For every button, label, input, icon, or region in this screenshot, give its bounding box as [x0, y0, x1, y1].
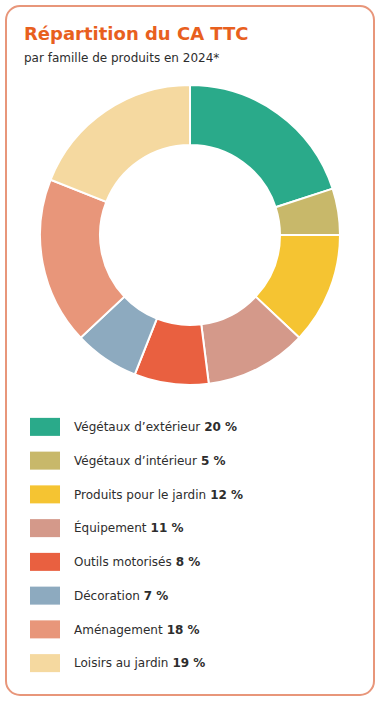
legend-swatch: [30, 553, 60, 571]
legend-label: Aménagement 18 %: [74, 623, 200, 637]
legend-swatch: [30, 418, 60, 436]
legend-value: 8 %: [176, 555, 201, 569]
subtitle: par famille de produits en 2024*: [24, 51, 219, 65]
legend-swatch: [30, 485, 60, 503]
legend-category: Végétaux d’intérieur: [74, 454, 197, 468]
slice: [40, 180, 124, 338]
legend-category: Loisirs au jardin: [74, 656, 168, 670]
legend-label: Décoration 7 %: [74, 589, 168, 603]
legend-label: Loisirs au jardin 19 %: [74, 656, 205, 670]
legend-label: Équipement 11 %: [74, 520, 183, 535]
legend-label: Végétaux d’intérieur 5 %: [74, 454, 225, 468]
title: Répartition du CA TTC: [24, 23, 249, 44]
legend: Végétaux d’extérieur 20 % Végétaux d’intér…: [30, 418, 243, 672]
slice: [276, 189, 340, 235]
legend-value: 7 %: [144, 589, 169, 603]
legend-category: Aménagement: [74, 623, 163, 637]
legend-entry: Décoration 7 %: [30, 587, 168, 605]
legend-label: Outils motorisés 8 %: [74, 555, 200, 569]
legend-value: 20 %: [204, 420, 237, 434]
slice: [190, 85, 333, 207]
donut: [40, 85, 340, 385]
legend-entry: Aménagement 18 %: [30, 620, 200, 638]
legend-entry: Équipement 11 %: [30, 519, 183, 537]
legend-entry: Outils motorisés 8 %: [30, 553, 200, 571]
legend-label: Produits pour le jardin 12 %: [74, 488, 243, 502]
chart: Répartition du CA TTC par famille de prod…: [0, 0, 380, 701]
legend-value: 11 %: [151, 521, 184, 535]
legend-swatch: [30, 620, 60, 638]
slice: [51, 85, 190, 202]
legend-value: 5 %: [201, 454, 226, 468]
legend-value: 18 %: [167, 623, 200, 637]
legend-swatch: [30, 587, 60, 605]
legend-category: Outils motorisés: [74, 555, 172, 569]
legend-entry: Végétaux d’extérieur 20 %: [30, 418, 237, 436]
legend-entry: Produits pour le jardin 12 %: [30, 485, 243, 503]
legend-category: Végétaux d’extérieur: [74, 420, 200, 434]
legend-category: Décoration: [74, 589, 140, 603]
legend-category: Produits pour le jardin: [74, 488, 206, 502]
legend-value: 19 %: [172, 656, 205, 670]
border: [6, 6, 374, 695]
legend-entry: Loisirs au jardin 19 %: [30, 654, 205, 672]
legend-category: Équipement: [74, 520, 147, 535]
legend-swatch: [30, 519, 60, 537]
legend-swatch: [30, 452, 60, 470]
slice: [201, 297, 299, 384]
legend-entry: Végétaux d’intérieur 5 %: [30, 452, 225, 470]
legend-swatch: [30, 654, 60, 672]
legend-value: 12 %: [210, 488, 243, 502]
legend-label: Végétaux d’extérieur 20 %: [74, 420, 237, 434]
